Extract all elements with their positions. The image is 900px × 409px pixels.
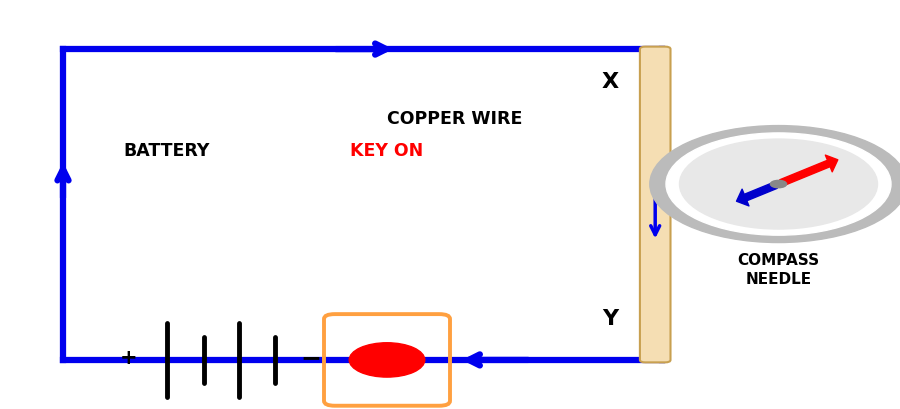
Circle shape bbox=[349, 343, 425, 377]
Text: BATTERY: BATTERY bbox=[123, 142, 210, 160]
Text: COPPER WIRE: COPPER WIRE bbox=[387, 110, 522, 128]
Circle shape bbox=[666, 133, 891, 235]
Circle shape bbox=[770, 180, 787, 188]
FancyBboxPatch shape bbox=[640, 47, 670, 362]
Text: X: X bbox=[601, 72, 619, 92]
Text: +: + bbox=[120, 348, 138, 368]
Circle shape bbox=[680, 139, 878, 229]
Text: COMPASS
NEEDLE: COMPASS NEEDLE bbox=[737, 252, 820, 288]
FancyArrowPatch shape bbox=[736, 182, 778, 206]
Text: Y: Y bbox=[602, 309, 618, 329]
Text: −: − bbox=[300, 346, 321, 370]
Text: KEY ON: KEY ON bbox=[350, 142, 424, 160]
FancyArrowPatch shape bbox=[779, 155, 838, 186]
Circle shape bbox=[650, 126, 900, 243]
